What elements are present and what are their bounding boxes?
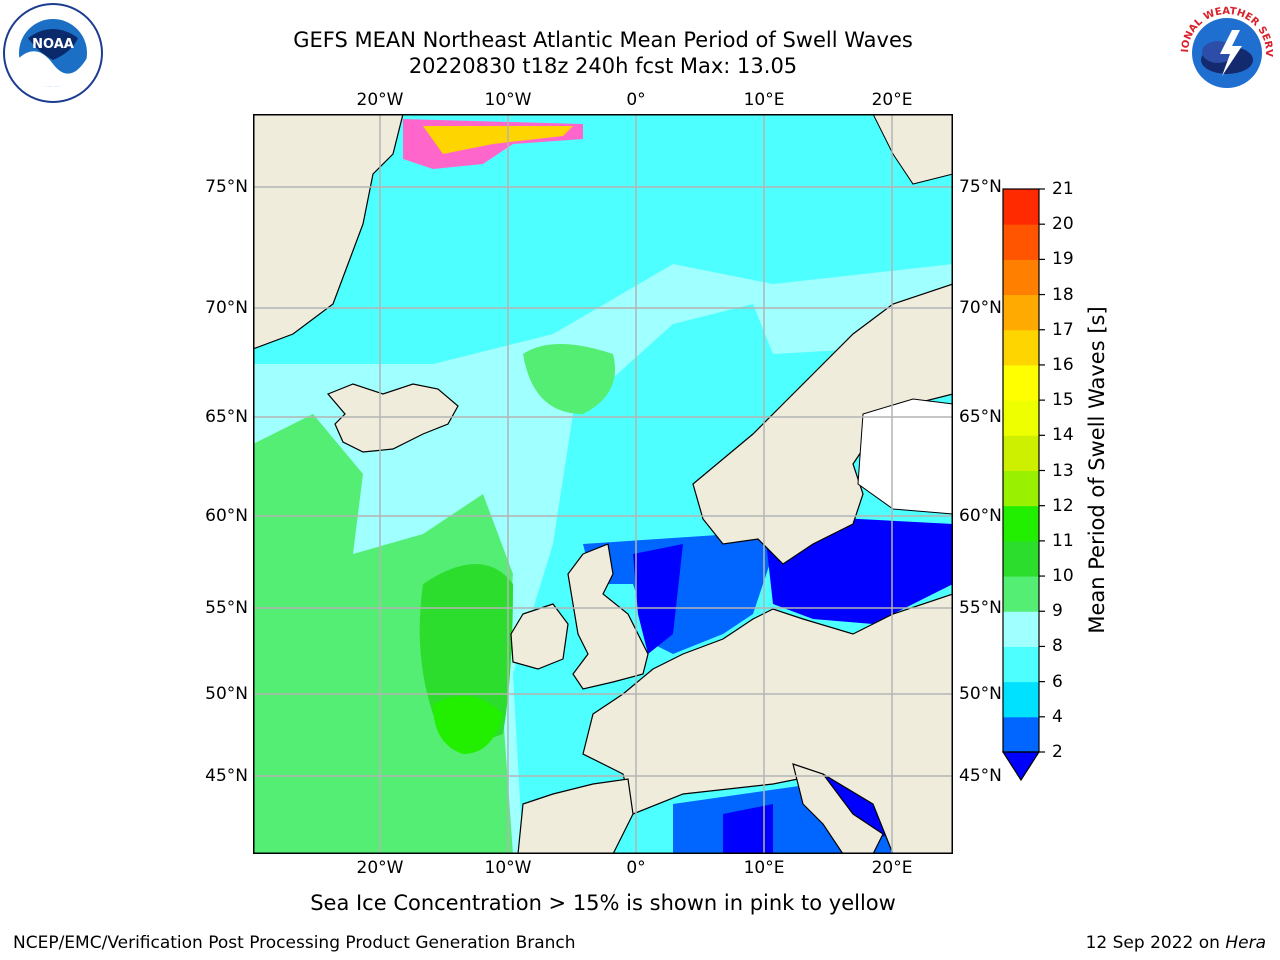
colorbar-tick-label: 6 xyxy=(1052,671,1063,692)
colorbar-tick-label: 16 xyxy=(1052,354,1074,375)
north-sea-deep xyxy=(633,544,683,654)
lat-tick-right-45n: 45°N xyxy=(959,766,1002,786)
nws-logo: NATIONAL WEATHER SERVICE xyxy=(1176,2,1276,102)
colorbar-tick-label: 12 xyxy=(1052,495,1074,516)
lat-tick-right-70n: 70°N xyxy=(959,298,1002,318)
colorbar-segment xyxy=(1003,259,1039,296)
lon-tick-bottom-0: 0° xyxy=(626,858,646,878)
colorbar-segment xyxy=(1003,294,1039,331)
colorbar-segment xyxy=(1003,470,1039,507)
stamp-host: Hera xyxy=(1225,933,1266,953)
lat-tick-left-45n: 45°N xyxy=(205,766,248,786)
colorbar-tick-label: 4 xyxy=(1052,706,1063,727)
colorbar-tick-label: 15 xyxy=(1052,390,1074,411)
date-stamp: 12 Sep 2022 on Hera xyxy=(1086,933,1266,953)
sea-ice-core xyxy=(423,126,573,154)
swell-period-map xyxy=(253,114,953,854)
colorbar-segment xyxy=(1003,540,1039,577)
map-border xyxy=(253,114,953,854)
colorbar-tick-label: 13 xyxy=(1052,460,1074,481)
lat-tick-left-60n: 60°N xyxy=(205,506,248,526)
colorbar-segments xyxy=(1003,189,1039,753)
lon-tick-top-10e: 10°E xyxy=(743,90,785,110)
gulf-of-bothnia-ice xyxy=(857,398,953,515)
colorbar-segment xyxy=(1003,224,1039,260)
colorbar-segment xyxy=(1003,505,1039,542)
italy xyxy=(792,763,884,854)
lon-tick-top-20w: 20°W xyxy=(356,90,404,110)
greenland xyxy=(253,114,404,350)
lon-tick-top-0: 0° xyxy=(626,90,646,110)
colorbar-segment xyxy=(1003,435,1039,471)
colorbar xyxy=(1001,188,1045,782)
colorbar-tick-label: 9 xyxy=(1052,601,1063,622)
zone-9-10s-north xyxy=(523,344,615,414)
graticule xyxy=(253,114,953,854)
colorbar-tick-label: 10 xyxy=(1052,566,1074,587)
iceland xyxy=(327,383,459,453)
lon-tick-bottom-20w: 20°W xyxy=(356,858,404,878)
lon-tick-bottom-10e: 10°E xyxy=(743,858,785,878)
lat-tick-left-55n: 55°N xyxy=(205,598,248,618)
colorbar-segment xyxy=(1003,364,1039,401)
lat-tick-left-50n: 50°N xyxy=(205,684,248,704)
colorbar-tick-label: 21 xyxy=(1052,179,1074,199)
lon-tick-bottom-20e: 20°E xyxy=(871,858,913,878)
colorbar-segment xyxy=(1003,716,1039,753)
colorbar-under-arrow xyxy=(1001,751,1041,782)
colorbar-segment xyxy=(1003,646,1039,683)
colorbar-tick-label: 20 xyxy=(1052,214,1074,235)
zone-11-12s xyxy=(433,696,503,754)
colorbar-tick-label: 19 xyxy=(1052,249,1074,270)
colorbar-segment xyxy=(1003,189,1039,225)
lat-tick-right-50n: 50°N xyxy=(959,684,1002,704)
mediterranean-deep xyxy=(723,804,773,854)
great-britain xyxy=(567,543,649,690)
lat-tick-left-65n: 65°N xyxy=(205,407,248,427)
lon-tick-bottom-10w: 10°W xyxy=(484,858,532,878)
lat-tick-right-75n: 75°N xyxy=(959,177,1002,197)
colorbar-tick-marks xyxy=(1039,188,1045,753)
lon-tick-top-10w: 10°W xyxy=(484,90,532,110)
map-subtitle: 20220830 t18z 240h fcst Max: 13.05 xyxy=(408,54,798,78)
colorbar-tick-label: 17 xyxy=(1052,319,1074,340)
credit-line: NCEP/EMC/Verification Post Processing Pr… xyxy=(13,933,576,953)
sea-ice-note: Sea Ice Concentration > 15% is shown in … xyxy=(310,891,896,915)
colorbar-tick-label: 18 xyxy=(1052,284,1074,305)
lat-tick-left-70n: 70°N xyxy=(205,298,248,318)
colorbar-segment xyxy=(1003,576,1039,612)
colorbar-segment xyxy=(1003,611,1039,647)
lat-tick-right-60n: 60°N xyxy=(959,506,1002,526)
colorbar-segment xyxy=(1003,681,1039,718)
lat-tick-right-65n: 65°N xyxy=(959,407,1002,427)
colorbar-tick-label: 8 xyxy=(1052,636,1063,657)
noaa-logo: NOAA xyxy=(3,3,103,103)
noaa-logo-text: NOAA xyxy=(32,37,74,52)
colorbar-tick-label: 14 xyxy=(1052,425,1074,446)
colorbar-tick-label: 2 xyxy=(1052,742,1063,762)
colorbar-tick-label: 11 xyxy=(1052,530,1074,551)
lat-tick-left-75n: 75°N xyxy=(205,177,248,197)
colorbar-title: Mean Period of Swell Waves [s] xyxy=(1085,306,1109,634)
lon-tick-top-20e: 20°E xyxy=(871,90,913,110)
svalbard xyxy=(872,114,953,185)
colorbar-segment xyxy=(1003,329,1039,366)
iberia xyxy=(517,778,634,854)
colorbar-segment xyxy=(1003,400,1039,436)
lat-tick-right-55n: 55°N xyxy=(959,598,1002,618)
map-title: GEFS MEAN Northeast Atlantic Mean Period… xyxy=(293,28,913,52)
continental-europe xyxy=(582,593,953,854)
stamp-date: 12 Sep 2022 on xyxy=(1085,933,1220,953)
